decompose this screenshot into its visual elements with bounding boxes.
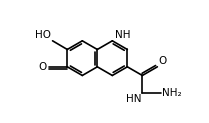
Text: HN: HN [126,94,141,104]
Text: HO: HO [36,30,51,40]
Text: O: O [39,62,47,72]
Text: NH₂: NH₂ [162,88,181,98]
Text: O: O [158,56,167,66]
Text: NH: NH [115,30,130,40]
